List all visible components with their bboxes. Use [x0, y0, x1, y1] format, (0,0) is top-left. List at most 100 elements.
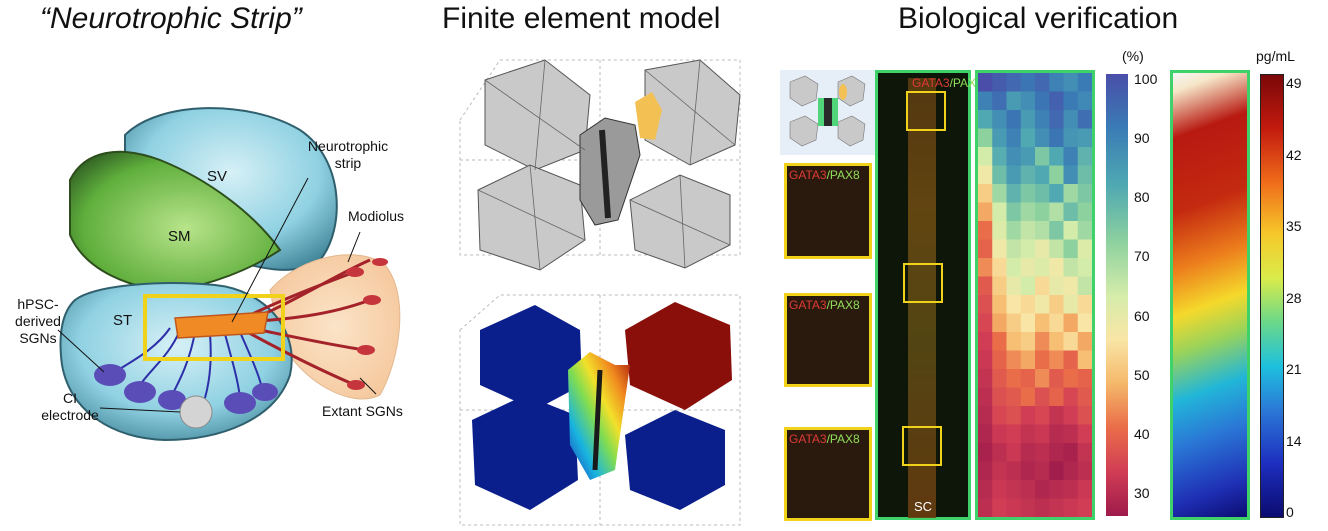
fem-mesh-model [459, 59, 741, 271]
label-hpsc-derived-sgns: hPSC- derived SGNs [15, 296, 61, 346]
heatmap-cell [992, 295, 1007, 314]
heatmap-cell [1049, 350, 1064, 370]
percent-tick-label: 30 [1134, 485, 1150, 501]
heatmap-cell [1020, 480, 1036, 499]
heatmap-cell [992, 387, 1007, 407]
heatmap-cell [1035, 350, 1050, 370]
conc-tick-label: 35 [1286, 218, 1302, 234]
heatmap-cell [992, 332, 1007, 351]
heatmap-cell [1006, 498, 1022, 517]
heatmap-cell [1049, 295, 1064, 314]
concentration-map [1170, 70, 1250, 520]
heatmap-cell [1063, 239, 1079, 259]
stained-strip [908, 78, 936, 518]
sgn-cell-bodies [346, 258, 388, 390]
heatmap-cell [1049, 480, 1064, 499]
heatmap-cell [978, 110, 993, 129]
heatmap-cell [1077, 313, 1092, 333]
percent-tick-label: 100 [1134, 71, 1158, 87]
heatmap-cell [1049, 184, 1064, 203]
heatmap-cell [1006, 387, 1022, 407]
heatmap-cell [1020, 202, 1036, 222]
heatmap-cell [1063, 73, 1079, 92]
heatmap-cell [1077, 165, 1092, 185]
percent-heatmap [978, 73, 1092, 517]
heatmap-cell [1063, 221, 1079, 240]
heatmap-cell [1006, 350, 1022, 370]
microscopy-inset-middle: GATA3/PAX8 [784, 293, 872, 387]
percent-tick-label: 60 [1134, 307, 1150, 324]
heatmap-cell [1020, 332, 1036, 351]
heatmap-cell [1049, 406, 1064, 425]
conc-tick-label: 42 [1286, 146, 1302, 163]
heatmap-cell [1035, 332, 1050, 351]
heatmap-cell [1063, 369, 1079, 388]
heatmap-cell [1049, 276, 1064, 296]
heatmap-cell [992, 461, 1007, 481]
heatmap-cell [1049, 369, 1064, 388]
heatmap-cell [1049, 73, 1064, 92]
heatmap-cell [992, 313, 1007, 333]
heatmap-cell [992, 369, 1007, 388]
heatmap-cell [1063, 480, 1079, 499]
heatmap-cell [1035, 202, 1050, 222]
heatmap-cell [1020, 91, 1036, 111]
heatmap-cell [978, 406, 993, 425]
heatmap-cell [992, 239, 1007, 259]
heatmap-cell [1020, 406, 1036, 425]
heatmap-cell [1063, 128, 1079, 148]
heatmap-cell [1006, 128, 1022, 148]
heatmap-cell [1035, 73, 1050, 92]
heatmap-cell [1049, 91, 1064, 111]
heatmap-cell [1063, 498, 1079, 517]
heatmap-cell [1006, 73, 1022, 92]
percent-tick-label: 80 [1134, 189, 1150, 206]
percent-tick-label: 40 [1134, 425, 1150, 442]
heatmap-cell [1063, 332, 1079, 351]
heatmap-cell [1035, 424, 1050, 444]
percent-tick-label: 70 [1134, 248, 1150, 265]
fem-concentration-model [459, 294, 741, 526]
heatmap-cell [978, 387, 993, 407]
heatmap-cell [1006, 110, 1022, 129]
heatmap-cell [1077, 221, 1092, 240]
heatmap-cell [1020, 424, 1036, 444]
heatmap-cell [1020, 165, 1036, 185]
heatmap-cell [1035, 110, 1050, 129]
roi-box-middle [903, 263, 943, 303]
heatmap-cell [1020, 276, 1036, 296]
heatmap-cell [1077, 406, 1092, 425]
heatmap-cell [1020, 369, 1036, 388]
heatmap-cell [1049, 221, 1064, 240]
conc-tick-label: 21 [1286, 361, 1302, 377]
heatmap-cell [1020, 258, 1036, 277]
heatmap-cell [1077, 276, 1092, 296]
heatmap-cell [1020, 313, 1036, 333]
heatmap-cell [1020, 147, 1036, 166]
heatmap-cell [1063, 258, 1079, 277]
heatmap-cell [1077, 258, 1092, 277]
heatmap-cell [1063, 276, 1079, 296]
schematic-thumbnail [780, 70, 875, 155]
heatmap-cell [1049, 443, 1064, 462]
microscopy-strip: GATA3/PAX8 SC [875, 70, 983, 520]
heatmap-cell [1035, 498, 1050, 517]
heatmap-cell [992, 443, 1007, 462]
label-st: ST [113, 312, 133, 329]
heatmap-cell [978, 443, 993, 462]
label-extant-sgns: Extant SGNs [322, 403, 403, 419]
conc-tick-label: 14 [1286, 432, 1302, 449]
heatmap-cell [978, 498, 993, 517]
heatmap-cell [1077, 239, 1092, 259]
heatmap-cell [1020, 239, 1036, 259]
heatmap-cell [1006, 461, 1022, 481]
heatmap-cell [1020, 184, 1036, 203]
heatmap-cell [1035, 91, 1050, 111]
heatmap-cell [992, 91, 1007, 111]
sc-label: SC [914, 499, 933, 514]
heatmap-cell [1020, 350, 1036, 370]
heatmap-cell [1063, 91, 1079, 111]
heatmap-cell [992, 221, 1007, 240]
heatmap-cell [992, 147, 1007, 166]
heatmap-cell [1035, 313, 1050, 333]
